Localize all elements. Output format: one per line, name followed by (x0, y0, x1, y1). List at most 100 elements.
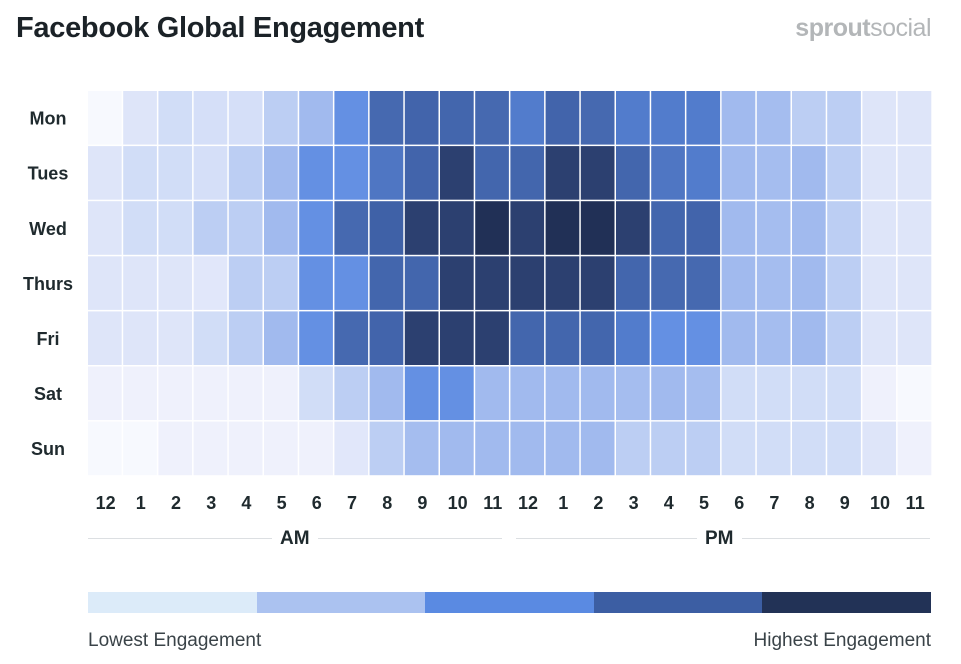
heatmap-cell-sat-0 (88, 366, 122, 421)
heatmap-cell-thurs-7 (334, 256, 369, 310)
heatmap-cell-fri-9 (404, 311, 439, 365)
day-label-wed: Wed (29, 219, 67, 239)
heatmap-cells (88, 91, 932, 476)
heatmap-cell-mon-9 (404, 91, 439, 145)
heatmap-cell-mon-3 (193, 91, 228, 145)
hour-label-5: 5 (277, 493, 287, 513)
heatmap-cell-thurs-21 (827, 256, 861, 310)
heatmap-cell-sat-10 (440, 366, 474, 421)
heatmap-cell-sat-8 (369, 366, 404, 421)
heatmap-cell-wed-1 (123, 201, 157, 255)
heatmap-cell-wed-8 (369, 201, 404, 255)
heatmap-cell-wed-22 (862, 201, 897, 255)
heatmap-cell-tues-14 (580, 146, 615, 200)
heatmap-cell-fri-21 (827, 311, 861, 365)
hour-label-6: 6 (312, 493, 322, 513)
legend-segment-3 (593, 592, 763, 613)
heatmap-cell-tues-16 (651, 146, 685, 200)
heatmap-cell-sat-18 (721, 366, 756, 421)
heatmap-cell-wed-21 (827, 201, 861, 255)
heatmap-cell-sun-10 (440, 421, 474, 476)
heatmap-cell-sat-19 (756, 366, 791, 421)
heatmap-cell-wed-23 (897, 201, 932, 255)
heatmap-cell-wed-3 (193, 201, 228, 255)
hour-label-10: 10 (448, 493, 468, 513)
heatmap-cell-wed-4 (228, 201, 263, 255)
heatmap-cell-sat-11 (475, 366, 509, 421)
heatmap-cell-sun-7 (334, 421, 369, 476)
heatmap-cell-wed-14 (580, 201, 615, 255)
heatmap-cell-fri-13 (545, 311, 580, 365)
heatmap-cell-sun-20 (792, 421, 826, 476)
heatmap-cell-mon-16 (651, 91, 685, 145)
heatmap-cell-sun-15 (616, 421, 650, 476)
day-label-tues: Tues (28, 164, 69, 184)
heatmap-cell-thurs-12 (510, 256, 545, 310)
heatmap-cell-tues-6 (299, 146, 333, 200)
heatmap-cell-fri-22 (862, 311, 897, 365)
heatmap-cell-fri-1 (123, 311, 157, 365)
heatmap-cell-sun-17 (686, 421, 721, 476)
hour-label-3: 3 (206, 493, 216, 513)
heatmap-cell-thurs-19 (756, 256, 791, 310)
heatmap-cell-fri-6 (299, 311, 333, 365)
heatmap-cell-sun-1 (123, 421, 157, 476)
heatmap-cell-sun-19 (756, 421, 791, 476)
hour-label-23: 11 (906, 493, 925, 513)
hour-label-7: 7 (347, 493, 357, 513)
heatmap-cell-sat-22 (862, 366, 897, 421)
heatmap-cell-fri-10 (440, 311, 474, 365)
legend-segment-2 (425, 592, 594, 613)
heatmap-cell-sat-2 (158, 366, 193, 421)
heatmap-cell-tues-21 (827, 146, 861, 200)
heatmap-cell-tues-17 (686, 146, 721, 200)
legend-segment-1 (256, 592, 426, 613)
heatmap-cell-fri-5 (264, 311, 298, 365)
heatmap-cell-thurs-8 (369, 256, 404, 310)
heatmap-cell-thurs-22 (862, 256, 897, 310)
hour-label-14: 2 (593, 493, 603, 513)
heatmap-cell-fri-18 (721, 311, 756, 365)
heatmap-cell-mon-21 (827, 91, 861, 145)
heatmap-cell-sun-21 (827, 421, 861, 476)
heatmap-cell-mon-22 (862, 91, 897, 145)
heatmap-cell-mon-6 (299, 91, 333, 145)
heatmap-cell-thurs-10 (440, 256, 474, 310)
heatmap-cell-sun-8 (369, 421, 404, 476)
heatmap-cell-tues-5 (264, 146, 298, 200)
heatmap-cell-tues-1 (123, 146, 157, 200)
heatmap-cell-tues-22 (862, 146, 897, 200)
heatmap-cell-wed-17 (686, 201, 721, 255)
heatmap-cell-mon-7 (334, 91, 369, 145)
heatmap-cell-sun-6 (299, 421, 333, 476)
heatmap-cell-thurs-0 (88, 256, 122, 310)
heatmap-cell-fri-0 (88, 311, 122, 365)
hour-label-22: 10 (870, 493, 890, 513)
heatmap-cell-fri-20 (792, 311, 826, 365)
heatmap-cell-tues-18 (721, 146, 756, 200)
hour-label-19: 7 (769, 493, 779, 513)
hour-labels: 12 1 2 3 4 5 6 7 8 9 10 11 12 1 2 3 4 5 6 7 8 9 10 11 (96, 493, 925, 513)
heatmap-cell-fri-2 (158, 311, 193, 365)
heatmap-cell-thurs-6 (299, 256, 333, 310)
heatmap-cell-sat-5 (264, 366, 298, 421)
heatmap-cell-sat-14 (580, 366, 615, 421)
heatmap-cell-wed-16 (651, 201, 685, 255)
heatmap-cell-thurs-3 (193, 256, 228, 310)
heatmap-cell-thurs-14 (580, 256, 615, 310)
hour-label-18: 6 (734, 493, 744, 513)
heatmap-cell-fri-3 (193, 311, 228, 365)
hour-label-15: 3 (629, 493, 639, 513)
heatmap-cell-sat-7 (334, 366, 369, 421)
hour-label-8: 8 (382, 493, 392, 513)
heatmap-cell-mon-0 (88, 91, 122, 145)
heatmap-cell-sun-2 (158, 421, 193, 476)
heatmap-cell-sat-21 (827, 366, 861, 421)
heatmap-cell-wed-11 (475, 201, 509, 255)
heatmap-cell-fri-15 (616, 311, 650, 365)
hour-label-0: 12 (96, 493, 116, 513)
heatmap-cell-mon-23 (897, 91, 932, 145)
heatmap-cell-wed-5 (264, 201, 298, 255)
heatmap-cell-fri-4 (228, 311, 263, 365)
heatmap-cell-fri-16 (651, 311, 685, 365)
